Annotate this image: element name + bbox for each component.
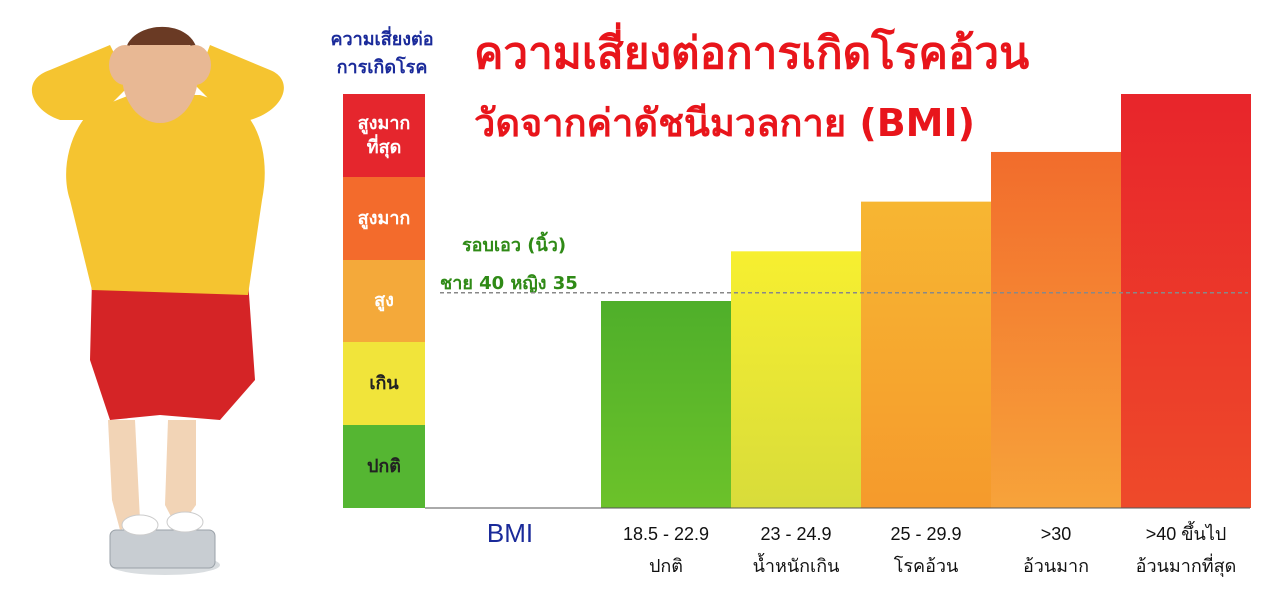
risk-axis-title-line1: ความเสี่ยงต่อ xyxy=(330,29,434,50)
x-tick-label: 23 - 24.9 น้ำหนักเกิน xyxy=(726,518,866,582)
person-on-scale-illustration xyxy=(31,26,284,575)
waist-label-line1: รอบเอว (นิ้ว) xyxy=(462,235,567,256)
x-tick-category: โรคอ้วน xyxy=(893,556,959,576)
risk-level-over: เกิน xyxy=(343,342,425,425)
x-tick-label: >40 ขึ้นไปอ้วนมากที่สุด xyxy=(1116,518,1256,582)
x-tick-range: 25 - 29.9 xyxy=(890,524,962,544)
x-tick-category: น้ำหนักเกิน xyxy=(752,556,840,576)
bar-4 xyxy=(991,151,1121,508)
risk-level-label: ปกติ xyxy=(366,455,401,477)
bar-2 xyxy=(731,251,861,508)
risk-axis-title-line2: การเกิดโรค xyxy=(336,57,428,78)
risk-level-very-high: สูงมาก xyxy=(343,177,425,260)
risk-level-normal: ปกติ xyxy=(343,425,425,508)
bar-5 xyxy=(1121,94,1251,508)
x-tick-label: >30 อ้วนมาก xyxy=(986,518,1126,582)
x-tick-range: 18.5 - 22.9 xyxy=(622,524,710,544)
risk-level-label: สูงมาก ที่สุด xyxy=(357,112,411,158)
x-tick-range: 23 - 24.9 xyxy=(760,524,832,544)
risk-scale: สูงมาก ที่สุด สูงมาก สูง เกิน ปกติ xyxy=(343,94,425,508)
risk-level-label: เกิน xyxy=(369,372,399,394)
x-tick-range: >40 ขึ้นไป xyxy=(1145,524,1227,544)
x-tick-category: อ้วนมากที่สุด xyxy=(1135,556,1237,576)
bar-3 xyxy=(861,201,991,508)
waist-label-line2: ชาย 40 หญิง 35 xyxy=(440,273,578,294)
chart-subtitle: วัดจากค่าดัชนีมวลกาย (BMI) xyxy=(474,101,975,145)
bar-1 xyxy=(601,301,731,508)
risk-level-label: สูงมาก xyxy=(357,207,411,229)
x-tick-label: 25 - 29.9 โรคอ้วน xyxy=(856,518,996,582)
chart-title: ความเสี่ยงต่อการเกิดโรคอ้วน xyxy=(474,28,1030,79)
risk-level-highest: สูงมาก ที่สุด xyxy=(343,94,425,177)
x-tick-range: >30 xyxy=(1040,524,1072,544)
risk-level-high: สูง xyxy=(343,260,425,342)
risk-level-label: สูง xyxy=(374,290,394,311)
x-axis-label: BMI xyxy=(486,518,534,548)
x-tick-category: อ้วนมาก xyxy=(1022,556,1090,576)
risk-axis-title: ความเสี่ยงต่อ การเกิดโรค xyxy=(312,26,452,82)
x-tick-category: ปกติ xyxy=(648,556,683,576)
x-tick-label: 18.5 - 22.9 ปกติ xyxy=(596,518,736,582)
